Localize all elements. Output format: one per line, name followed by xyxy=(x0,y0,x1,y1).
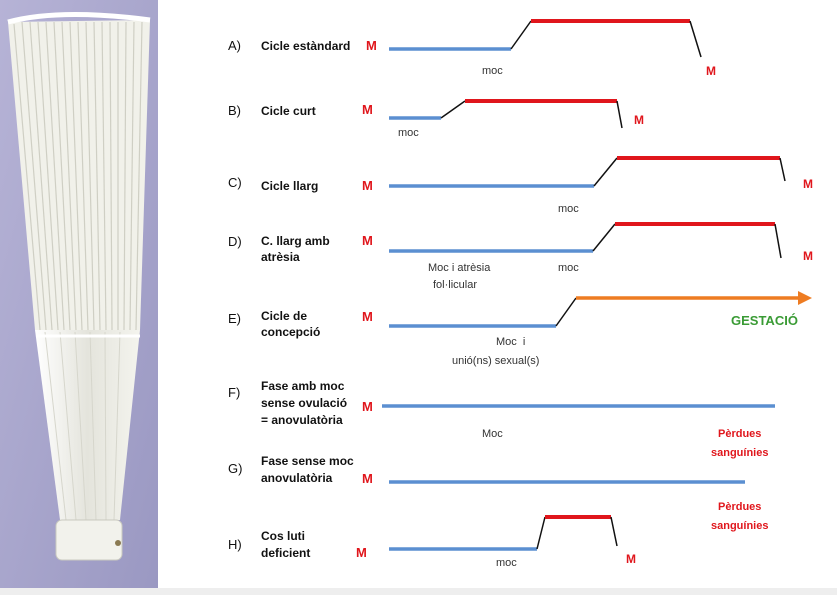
row-d-letter: D) xyxy=(228,234,242,249)
row-e-note-2: unió(ns) sexual(s) xyxy=(452,355,539,367)
row-h-note: moc xyxy=(496,557,517,569)
row-e-end-label: GESTACIÓ xyxy=(731,313,798,328)
row-g-end-label-line1: Pèrdues xyxy=(718,501,761,513)
row-e-note-1: Moc i xyxy=(496,336,525,348)
row-f-title-line2: sense ovulació xyxy=(261,396,347,410)
row-h-rise xyxy=(536,516,546,550)
row-g-end-label-line2: sanguínies xyxy=(711,520,768,532)
row-a-note: moc xyxy=(482,65,503,77)
bottom-strip xyxy=(0,588,837,595)
row-a-drop xyxy=(689,20,702,58)
row-f-letter: F) xyxy=(228,385,240,400)
row-d-drop xyxy=(774,223,782,259)
row-g-menstruation-label: M xyxy=(362,471,373,486)
row-e-title-line1: Cicle de xyxy=(261,309,307,323)
row-a-title: Cicle estàndard xyxy=(261,39,350,53)
row-c-note: moc xyxy=(558,203,579,215)
row-f-end-label-line2: sanguínies xyxy=(711,447,768,459)
row-h-title-line1: Cos luti xyxy=(261,529,305,543)
row-c-end-label: M xyxy=(803,177,813,191)
row-b-note: moc xyxy=(398,127,419,139)
row-b-menstruation-label: M xyxy=(362,102,373,117)
row-h-drop xyxy=(610,516,618,547)
row-e-rise xyxy=(555,297,577,327)
row-f-menstruation-label: M xyxy=(362,399,373,414)
row-f-title-line3: = anovulatòria xyxy=(261,413,343,427)
row-d-note-2: fol·licular xyxy=(433,279,477,291)
row-c-title: Cicle llarg xyxy=(261,179,318,193)
row-b-end-label: M xyxy=(634,113,644,127)
row-c-rise xyxy=(593,157,618,187)
row-d-rise xyxy=(592,223,616,252)
row-e-menstruation-label: M xyxy=(362,309,373,324)
row-d-menstruation-label: M xyxy=(362,233,373,248)
row-c-letter: C) xyxy=(228,175,242,190)
row-e-arrowhead xyxy=(798,291,812,305)
row-b-letter: B) xyxy=(228,103,241,118)
row-h-title-line2: deficient xyxy=(261,546,310,560)
fan-photo xyxy=(0,0,158,595)
row-h-end-label: M xyxy=(626,552,636,566)
row-d-note-3: moc xyxy=(558,262,579,274)
row-e-title-line2: concepció xyxy=(261,325,320,339)
row-f-end-label-line1: Pèrdues xyxy=(718,428,761,440)
row-b-rise xyxy=(440,100,466,119)
row-d-note-1: Moc i atrèsia xyxy=(428,262,491,274)
row-c-drop xyxy=(779,157,786,182)
row-d-title-line1: C. llarg amb xyxy=(261,234,330,248)
row-h-letter: H) xyxy=(228,537,242,552)
row-b-title: Cicle curt xyxy=(261,104,316,118)
row-f-title-line1: Fase amb moc xyxy=(261,379,345,393)
row-h-menstruation-label: M xyxy=(356,545,367,560)
row-d-title-line2: atrèsia xyxy=(261,250,300,264)
row-f-note: Moc xyxy=(482,428,503,440)
row-g-letter: G) xyxy=(228,461,242,476)
row-e-letter: E) xyxy=(228,311,241,326)
row-b-drop xyxy=(616,100,623,129)
row-a-rise xyxy=(510,20,532,50)
row-g-title-line2: anovulatòria xyxy=(261,471,333,485)
row-a-end-label: M xyxy=(706,64,716,78)
row-a-letter: A) xyxy=(228,38,241,53)
row-c-menstruation-label: M xyxy=(362,178,373,193)
row-d-end-label: M xyxy=(803,249,813,263)
row-a-menstruation-label: M xyxy=(366,38,377,53)
row-g-title-line1: Fase sense moc xyxy=(261,454,354,468)
